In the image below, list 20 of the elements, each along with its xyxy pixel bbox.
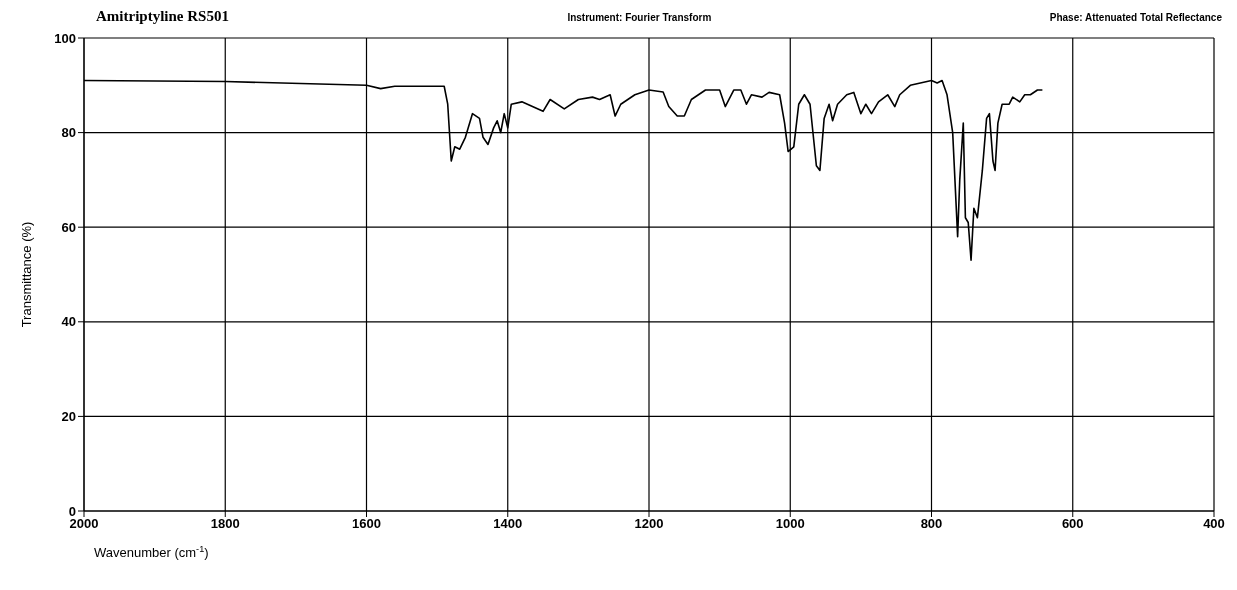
y-axis-title: Transmittance (%): [18, 221, 34, 328]
x-tick-label: 1400: [493, 516, 523, 532]
y-tick-label: 20: [61, 409, 76, 425]
y-tick-label: 80: [61, 125, 76, 141]
x-tick-label: 1800: [210, 516, 240, 532]
text: Instrument: Fourier Transform: [567, 12, 712, 23]
x-tick-label: 1200: [634, 516, 664, 532]
y-tick-label: 0: [68, 503, 76, 519]
x-tick-label: 400: [1203, 516, 1225, 532]
y-tick-label: 100: [54, 30, 76, 46]
x-tick-label: 1600: [352, 516, 381, 532]
text: Phase: Attenuated Total Reflectance: [1049, 12, 1222, 23]
x-tick-label: 2000: [69, 516, 99, 532]
x-tick-label: 600: [1061, 516, 1084, 532]
y-tick-label: 60: [61, 219, 76, 235]
y-tick-label: 40: [61, 314, 76, 330]
x-axis-title: Wavenumber (cm$^{-1}$): [94, 544, 209, 560]
x-tick-label: 800: [920, 516, 943, 532]
x-tick-label: 1000: [775, 516, 805, 532]
chart-title: Amitriptyline RS501: [96, 8, 229, 25]
